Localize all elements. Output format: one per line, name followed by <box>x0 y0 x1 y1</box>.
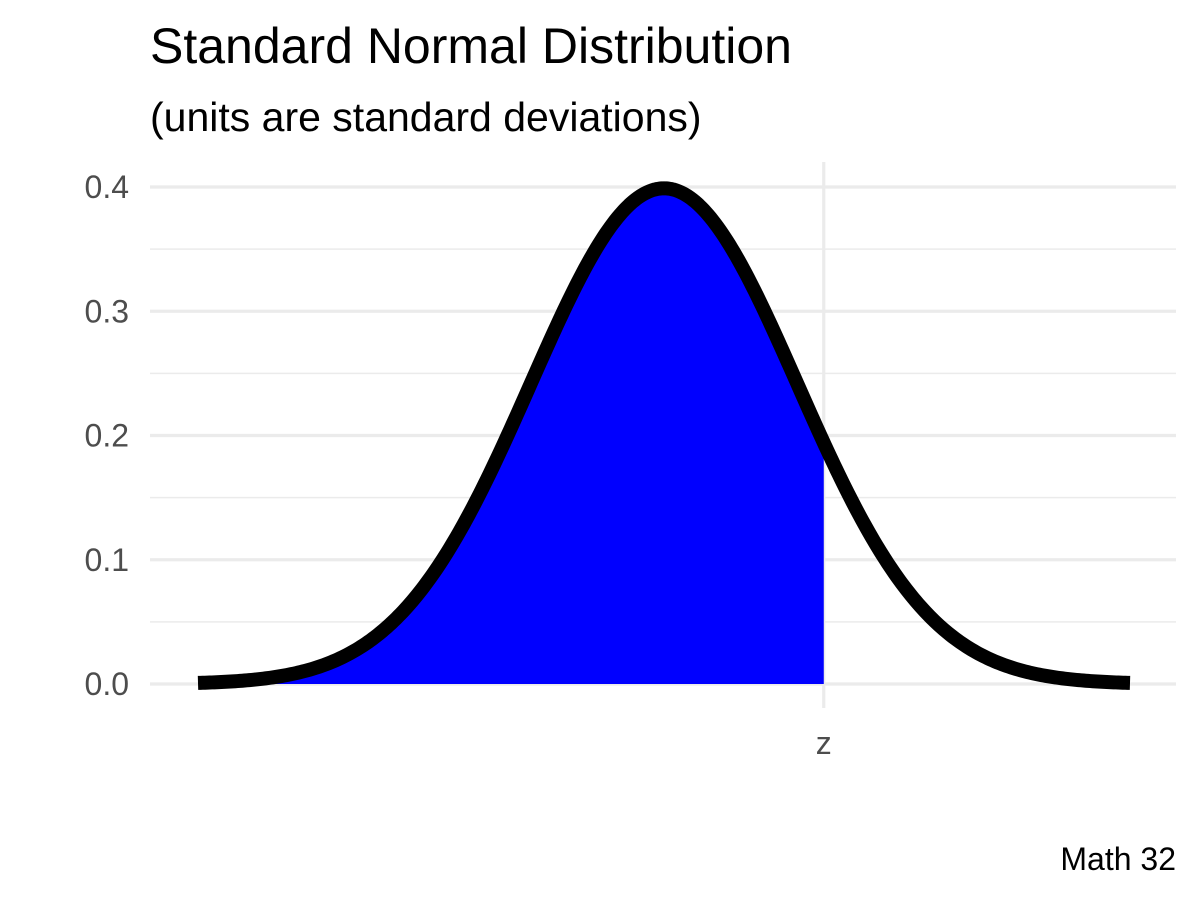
x-axis-tick-labels: z <box>816 725 832 761</box>
chart-title: Standard Normal Distribution <box>150 18 792 74</box>
y-tick-label: 0.1 <box>85 542 129 578</box>
chart-caption: Math 32 <box>1060 841 1176 877</box>
y-tick-label: 0.4 <box>85 169 129 205</box>
y-tick-label: 0.2 <box>85 418 129 454</box>
y-tick-label: 0.0 <box>85 666 129 702</box>
chart-subtitle: (units are standard deviations) <box>150 94 702 140</box>
y-axis-tick-labels: 0.0 0.1 0.2 0.3 0.4 <box>85 169 129 702</box>
y-tick-label: 0.3 <box>85 293 129 329</box>
x-tick-label: z <box>816 725 832 761</box>
density-curve <box>193 181 1135 690</box>
